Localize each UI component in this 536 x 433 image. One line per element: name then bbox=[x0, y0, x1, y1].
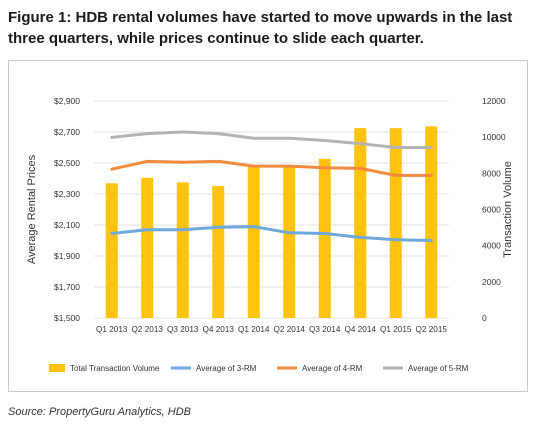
bar-transaction-volume bbox=[283, 165, 296, 318]
y-right-tick-label: 6000 bbox=[482, 205, 501, 215]
y-left-tick-label: $2,300 bbox=[54, 189, 80, 199]
figure-title: Figure 1: HDB rental volumes have starte… bbox=[8, 7, 528, 49]
y-left-axis-title: Average Rental Prices bbox=[26, 154, 38, 264]
bar-transaction-volume bbox=[389, 128, 402, 318]
legend-label: Average of 3-RM bbox=[196, 364, 257, 373]
x-tick-label: Q4 2013 bbox=[203, 325, 235, 334]
x-tick-label: Q1 2014 bbox=[238, 325, 270, 334]
y-right-tick-label: 4000 bbox=[482, 241, 501, 251]
y-right-tick-label: 12000 bbox=[482, 96, 506, 106]
bar-transaction-volume bbox=[212, 185, 225, 318]
y-left-tick-label: $2,700 bbox=[54, 127, 80, 137]
legend-label: Total Transaction Volume bbox=[70, 364, 160, 373]
bar-transaction-volume bbox=[247, 165, 260, 318]
bar-transaction-volume bbox=[141, 177, 154, 318]
x-tick-label: Q2 2013 bbox=[132, 325, 164, 334]
source-note: Source: PropertyGuru Analytics, HDB bbox=[8, 406, 191, 418]
x-tick-label: Q3 2013 bbox=[167, 325, 199, 334]
bar-transaction-volume bbox=[105, 183, 118, 318]
x-tick-label: Q1 2015 bbox=[380, 325, 412, 334]
y-left-tick-label: $1,500 bbox=[54, 313, 80, 323]
y-right-tick-label: 0 bbox=[482, 313, 487, 323]
bar-transaction-volume bbox=[176, 182, 189, 318]
combo-chart: $1,500 $1,700 $1,900 $2,100 $2,300 $2,500 $2,7… bbox=[26, 96, 514, 373]
legend-swatch-bar bbox=[49, 364, 65, 372]
x-tick-label: Q2 2015 bbox=[416, 325, 448, 334]
line-average-of-4-rm bbox=[110, 159, 433, 177]
x-tick-label: Q2 2014 bbox=[274, 325, 306, 334]
bar-transaction-volume bbox=[318, 158, 331, 318]
bar-transaction-volume bbox=[354, 128, 367, 318]
y-right-tick-label: 8000 bbox=[482, 168, 501, 178]
x-tick-label: Q3 2014 bbox=[309, 325, 341, 334]
line-average-of-5-rm bbox=[110, 130, 433, 149]
y-left-tick-label: $1,900 bbox=[54, 251, 80, 261]
figure-title-line-1: Figure 1: HDB rental volumes have starte… bbox=[8, 9, 513, 26]
legend-label: Average of 5-RM bbox=[408, 364, 469, 373]
y-right-tick-label: 2000 bbox=[482, 277, 501, 287]
figure-title-line-2: three quarters, while prices continue to… bbox=[8, 30, 424, 47]
y-left-tick-label: $2,500 bbox=[54, 158, 80, 168]
chart-frame: $1,500 $1,700 $1,900 $2,100 $2,300 $2,500 $2,7… bbox=[8, 60, 528, 392]
y-left-tick-label: $2,900 bbox=[54, 96, 80, 106]
legend-label: Average of 4-RM bbox=[302, 364, 363, 373]
y-right-axis-title: Transaction Volume bbox=[502, 161, 514, 258]
x-tick-label: Q4 2014 bbox=[345, 325, 377, 334]
bar-transaction-volume bbox=[425, 126, 438, 318]
y-right-tick-label: 10000 bbox=[482, 132, 506, 142]
line-average-of-3-rm bbox=[110, 225, 433, 242]
y-left-tick-label: $1,700 bbox=[54, 282, 80, 292]
x-tick-label: Q1 2013 bbox=[96, 325, 128, 334]
y-left-tick-label: $2,100 bbox=[54, 220, 80, 230]
